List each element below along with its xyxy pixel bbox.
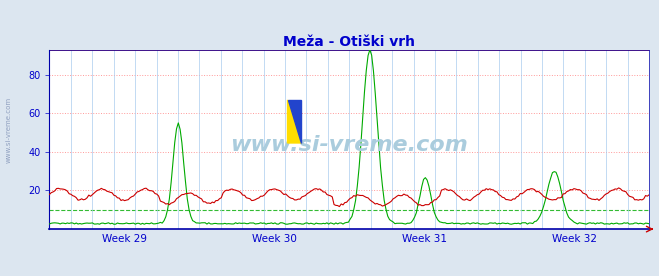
Title: Meža - Otiški vrh: Meža - Otiški vrh bbox=[283, 34, 415, 49]
Polygon shape bbox=[287, 100, 301, 143]
Text: www.si-vreme.com: www.si-vreme.com bbox=[231, 135, 468, 155]
Polygon shape bbox=[287, 100, 301, 143]
Text: www.si-vreme.com: www.si-vreme.com bbox=[5, 97, 11, 163]
